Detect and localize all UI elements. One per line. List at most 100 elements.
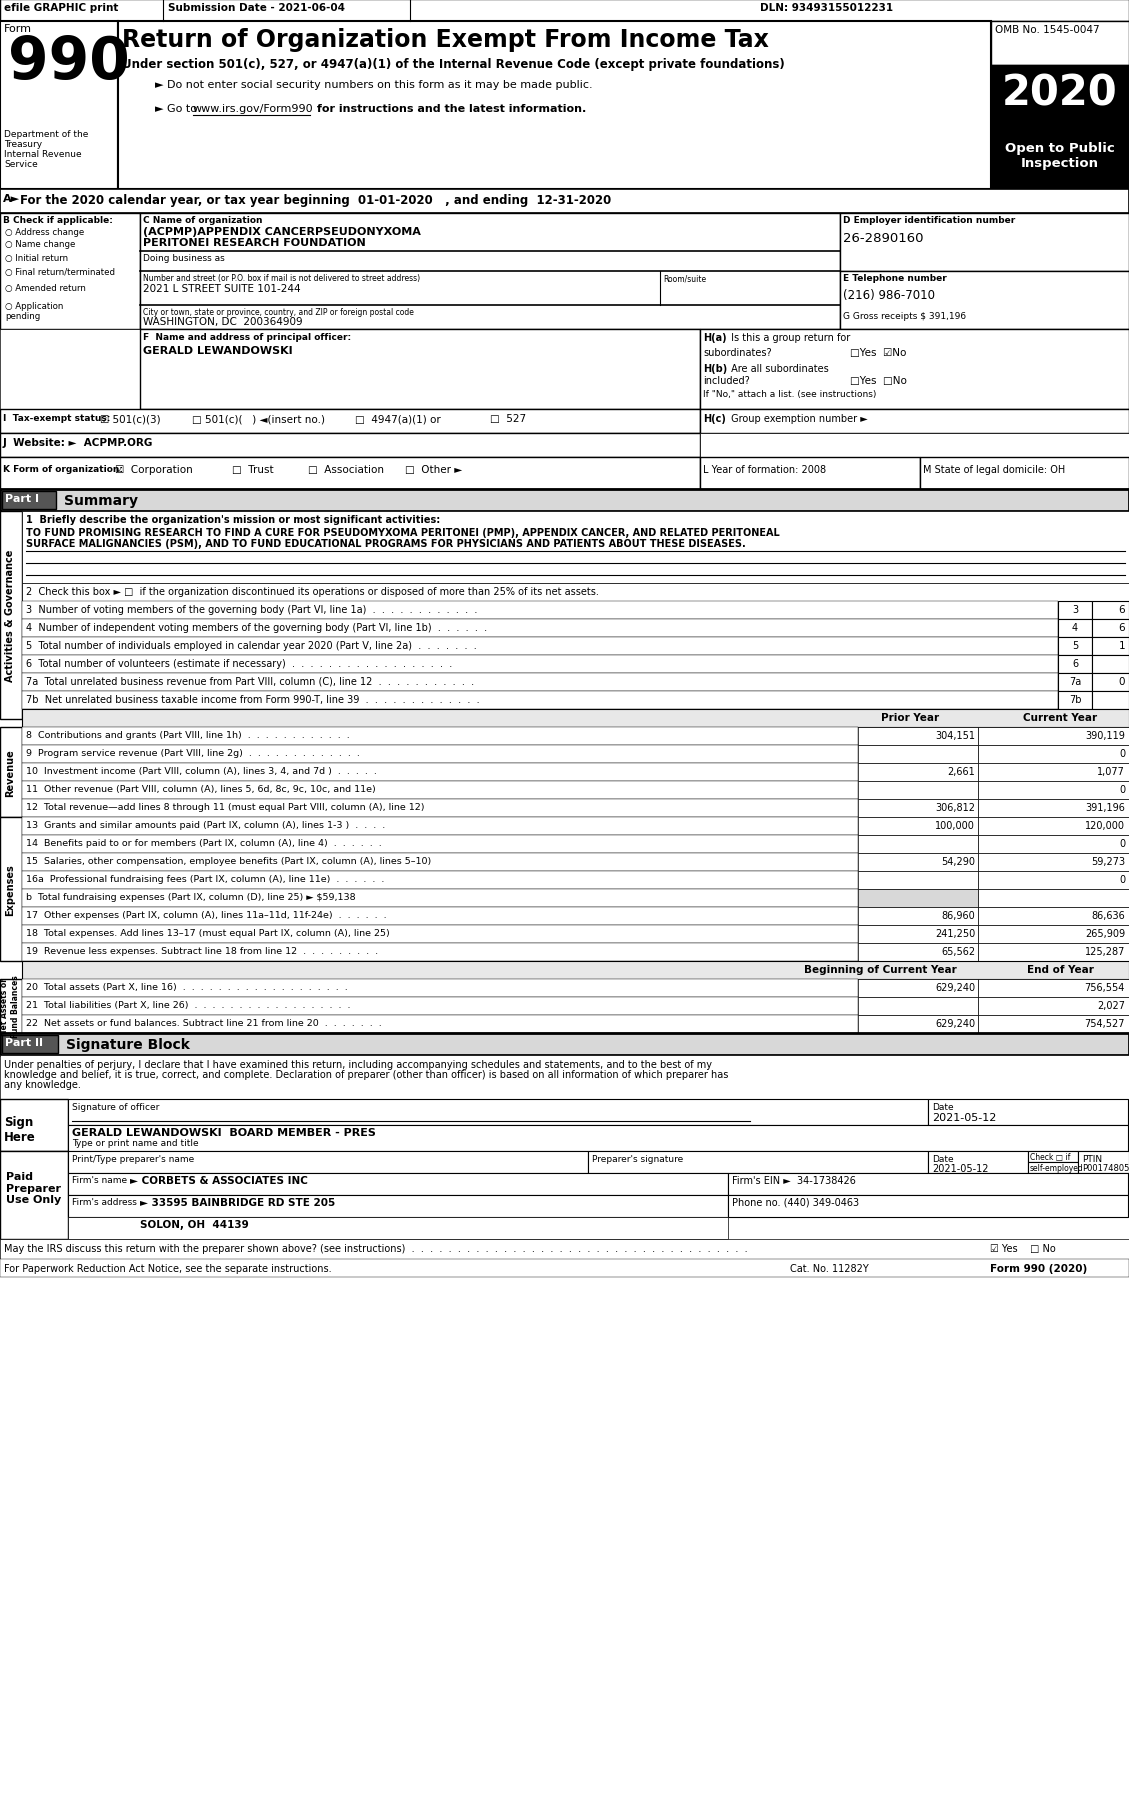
Bar (700, 434, 1129, 457)
Bar (978, 925, 1129, 943)
Text: 265,909: 265,909 (1085, 929, 1124, 938)
Text: 21  Total liabilities (Part X, line 26)  .  .  .  .  .  .  .  .  .  .  .  .  .  : 21 Total liabilities (Part X, line 26) .… (26, 1001, 350, 1010)
Text: Part II: Part II (5, 1037, 43, 1048)
Bar (978, 997, 1129, 1016)
Bar (0, 1055, 1129, 1099)
Text: 629,240: 629,240 (935, 1019, 975, 1028)
Bar (0, 0, 1129, 22)
Text: for instructions and the latest information.: for instructions and the latest informat… (313, 105, 586, 114)
Text: 391,196: 391,196 (1085, 802, 1124, 813)
Text: 10  Investment income (Part VIII, column (A), lines 3, 4, and 7d )  .  .  .  .  : 10 Investment income (Part VIII, column … (26, 766, 377, 775)
Text: www.irs.gov/Form990: www.irs.gov/Form990 (193, 105, 314, 114)
Text: 3  Number of voting members of the governing body (Part VI, line 1a)  .  .  .  .: 3 Number of voting members of the govern… (26, 605, 478, 614)
Text: Department of the: Department of the (5, 130, 88, 139)
Text: SURFACE MALIGNANCIES (PSM), AND TO FUND EDUCATIONAL PROGRAMS FOR PHYSICIANS AND : SURFACE MALIGNANCIES (PSM), AND TO FUND … (26, 538, 746, 549)
Text: 5: 5 (1071, 641, 1078, 651)
Text: □  Association: □ Association (308, 464, 384, 475)
Text: 241,250: 241,250 (935, 929, 975, 938)
Text: 7b  Net unrelated business taxable income from Form 990-T, line 39  .  .  .  .  : 7b Net unrelated business taxable income… (26, 694, 480, 705)
Bar (2, 1035, 58, 1053)
Text: Beginning of Current Year: Beginning of Current Year (804, 965, 956, 974)
Text: City or town, state or province, country, and ZIP or foreign postal code: City or town, state or province, country… (143, 307, 414, 316)
Text: ○ Name change: ○ Name change (5, 240, 76, 249)
Bar (21, 925, 858, 943)
Text: B Check if applicable:: B Check if applicable: (3, 215, 113, 224)
Bar (0, 190, 1129, 213)
Bar (21, 817, 858, 835)
Text: Date: Date (933, 1102, 954, 1111)
Bar (978, 943, 1129, 961)
Text: Current Year: Current Year (1023, 712, 1097, 723)
Bar (21, 1016, 858, 1034)
Text: ○ Final return/terminated: ○ Final return/terminated (5, 267, 115, 276)
Text: 1: 1 (1119, 641, 1124, 651)
Text: G Gross receipts $ 391,196: G Gross receipts $ 391,196 (843, 313, 966, 322)
Text: For the 2020 calendar year, or tax year beginning  01-01-2020   , and ending  12: For the 2020 calendar year, or tax year … (20, 193, 611, 206)
Text: DLN: 93493155012231: DLN: 93493155012231 (760, 4, 893, 13)
Text: 14  Benefits paid to or for members (Part IX, column (A), line 4)  .  .  .  .  .: 14 Benefits paid to or for members (Part… (26, 838, 382, 847)
Bar (0, 1099, 68, 1151)
Text: 0: 0 (1119, 676, 1124, 687)
Text: 2  Check this box ► □  if the organization discontinued its operations or dispos: 2 Check this box ► □ if the organization… (26, 587, 598, 596)
Text: ► Do not enter social security numbers on this form as it may be made public.: ► Do not enter social security numbers o… (155, 80, 593, 90)
Text: OMB No. 1545-0047: OMB No. 1545-0047 (995, 25, 1100, 34)
Bar (840, 213, 1129, 271)
Bar (928, 1151, 1029, 1173)
Text: ☑ Yes    □ No: ☑ Yes □ No (990, 1243, 1056, 1254)
Text: Revenue: Revenue (5, 748, 15, 797)
Bar (21, 997, 858, 1016)
Text: Return of Organization Exempt From Income Tax: Return of Organization Exempt From Incom… (122, 27, 769, 52)
Text: PERITONEI RESEARCH FOUNDATION: PERITONEI RESEARCH FOUNDATION (143, 239, 366, 248)
Bar (978, 979, 1129, 997)
Text: 6: 6 (1119, 605, 1124, 614)
Text: 2021-05-12: 2021-05-12 (933, 1113, 997, 1122)
Text: Firm's address: Firm's address (72, 1198, 137, 1207)
Bar (858, 1016, 978, 1034)
Text: 8  Contributions and grants (Part VIII, line 1h)  .  .  .  .  .  .  .  .  .  .  : 8 Contributions and grants (Part VIII, l… (26, 730, 350, 739)
Text: 18  Total expenses. Add lines 13–17 (must equal Part IX, column (A), line 25): 18 Total expenses. Add lines 13–17 (must… (26, 929, 390, 938)
Bar (21, 710, 1129, 728)
Text: 125,287: 125,287 (1085, 947, 1124, 956)
Text: Doing business as: Doing business as (143, 253, 225, 262)
Text: 0: 0 (1119, 784, 1124, 795)
Text: Check □ if: Check □ if (1030, 1153, 1070, 1162)
Bar (700, 331, 1129, 410)
Text: Sign
Here: Sign Here (5, 1115, 36, 1144)
Text: Form: Form (5, 23, 32, 34)
Bar (978, 907, 1129, 925)
Bar (21, 799, 858, 817)
Bar (0, 457, 700, 490)
Text: □  4947(a)(1) or: □ 4947(a)(1) or (355, 414, 440, 425)
Bar (978, 782, 1129, 799)
Bar (21, 728, 858, 746)
Bar (21, 979, 858, 997)
Text: 15  Salaries, other compensation, employee benefits (Part IX, column (A), lines : 15 Salaries, other compensation, employe… (26, 857, 431, 866)
Text: J  Website: ►  ACPMP.ORG: J Website: ► ACPMP.ORG (3, 437, 154, 448)
Bar (21, 871, 858, 889)
Text: 1  Briefly describe the organization's mission or most significant activities:: 1 Briefly describe the organization's mi… (26, 515, 440, 524)
Bar (0, 22, 119, 190)
Bar (0, 511, 21, 719)
Text: K Form of organization:: K Form of organization: (3, 464, 123, 473)
Bar (991, 22, 1129, 67)
Text: 65,562: 65,562 (940, 947, 975, 956)
Text: Net Assets or
Fund Balances: Net Assets or Fund Balances (0, 976, 19, 1037)
Bar (21, 584, 1129, 602)
Bar (858, 889, 978, 907)
Text: D Employer identification number: D Employer identification number (843, 215, 1015, 224)
Text: May the IRS discuss this return with the preparer shown above? (see instructions: May the IRS discuss this return with the… (5, 1243, 747, 1254)
Text: ○ Application
pending: ○ Application pending (5, 302, 63, 322)
Bar (728, 1173, 1128, 1196)
Bar (21, 692, 1058, 710)
Text: 390,119: 390,119 (1085, 730, 1124, 741)
Text: Firm's EIN ►  34-1738426: Firm's EIN ► 34-1738426 (732, 1175, 856, 1185)
Text: □Yes  □No: □Yes □No (850, 376, 907, 385)
Text: 26-2890160: 26-2890160 (843, 231, 924, 246)
Text: Form 990 (2020): Form 990 (2020) (990, 1263, 1087, 1274)
Bar (728, 1196, 1128, 1218)
Text: 7a: 7a (1069, 676, 1082, 687)
Text: 100,000: 100,000 (935, 820, 975, 831)
Text: ☑ 501(c)(3): ☑ 501(c)(3) (100, 414, 160, 425)
Bar (0, 410, 700, 434)
Bar (21, 620, 1058, 638)
